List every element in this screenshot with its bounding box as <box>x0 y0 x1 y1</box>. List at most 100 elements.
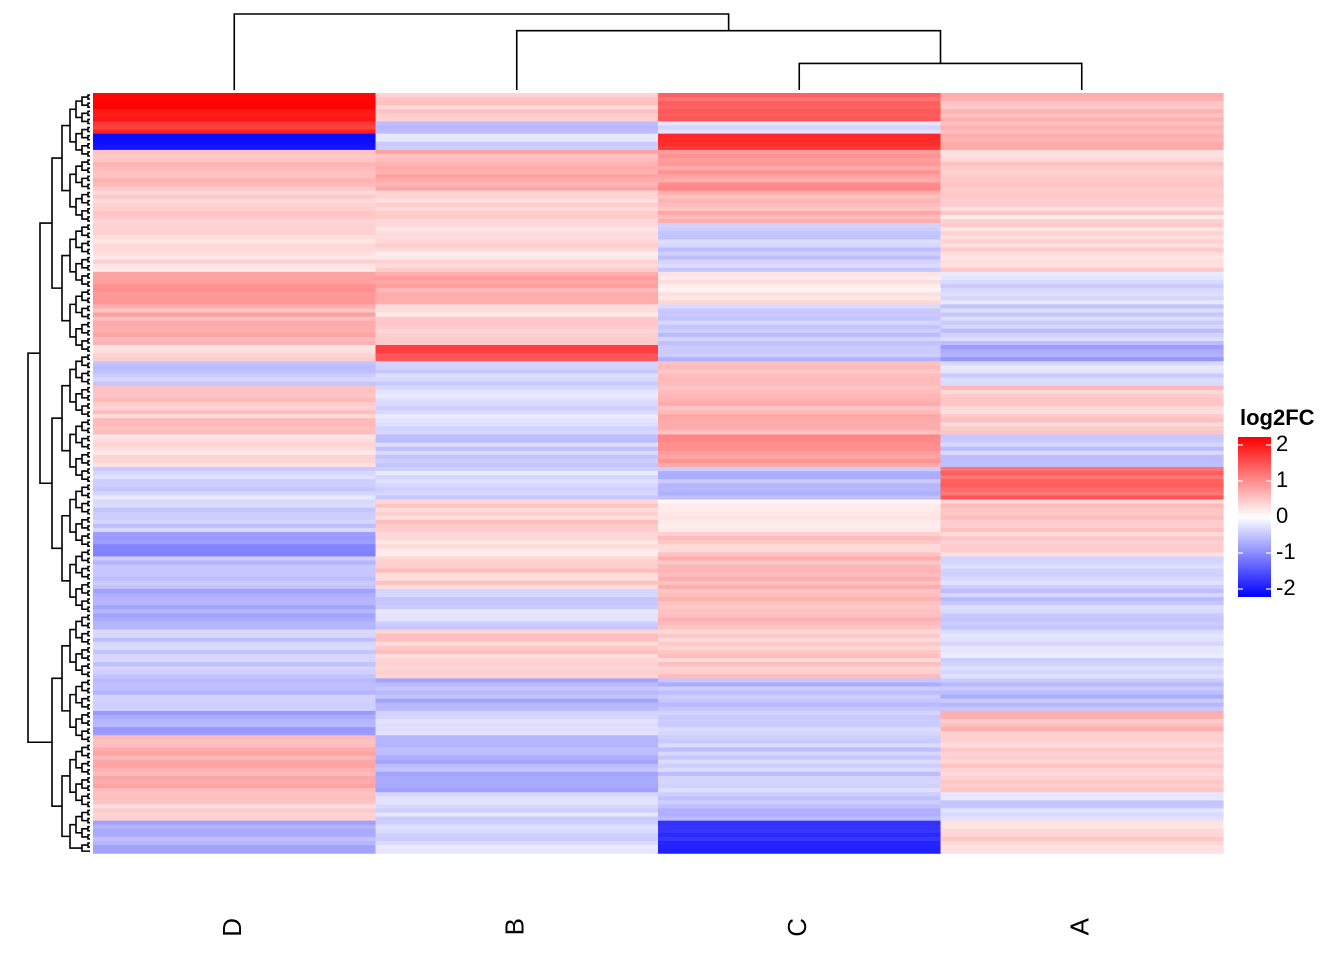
dendrogram-branch <box>87 175 90 182</box>
dendrogram-branch <box>75 523 82 541</box>
heatmap-cell <box>93 304 377 310</box>
heatmap-cell <box>375 836 659 842</box>
heatmap-cell <box>658 255 942 261</box>
heatmap-cell <box>93 345 377 350</box>
heatmap-cell <box>940 162 1224 167</box>
heatmap-cell <box>658 702 942 708</box>
heatmap-cell <box>93 540 377 545</box>
heatmap-cell <box>375 532 659 537</box>
heatmap-cell <box>940 153 1224 159</box>
heatmap-cell <box>375 796 659 801</box>
heatmap-cell <box>658 101 942 106</box>
heatmap-cell <box>93 633 377 639</box>
dendrogram-branch <box>81 584 88 594</box>
heatmap-cell <box>658 605 942 610</box>
heatmap-cell <box>93 686 377 692</box>
heatmap-cell <box>940 223 1224 228</box>
heatmap-cell <box>658 332 942 338</box>
heatmap-cell <box>93 206 377 212</box>
heatmap-cell <box>658 418 942 423</box>
heatmap-cell <box>658 251 942 257</box>
dendrogram-branch <box>75 165 82 184</box>
heatmap-cell <box>940 771 1224 777</box>
heatmap-cell <box>93 353 377 358</box>
heatmap-cell <box>940 97 1224 102</box>
heatmap-cell <box>93 784 377 789</box>
dendrogram-branch <box>81 258 88 269</box>
dendrogram-branch <box>75 685 82 704</box>
dendrogram-branch <box>87 720 90 726</box>
heatmap-cell <box>658 369 942 375</box>
heatmap-cell <box>658 170 942 175</box>
heatmap-cell <box>375 426 659 431</box>
dendrogram-branch <box>81 112 88 123</box>
heatmap-cell <box>658 210 942 216</box>
heatmap-cell <box>658 227 942 232</box>
heatmap-cell <box>658 751 942 757</box>
heatmap-cell <box>375 617 659 623</box>
heatmap-cell <box>658 568 942 574</box>
heatmap-cell <box>375 845 659 850</box>
heatmap-cell <box>658 426 942 431</box>
dendrogram-branch <box>61 514 70 582</box>
heatmap-cell <box>940 633 1224 639</box>
heatmap-cell <box>375 828 659 834</box>
dendrogram-branch <box>87 435 90 442</box>
dendrogram-branch <box>87 614 90 621</box>
dendrogram-branch <box>75 620 82 639</box>
heatmap-cell <box>375 389 659 395</box>
heatmap-cell <box>940 373 1224 379</box>
heatmap-cell <box>658 548 942 553</box>
heatmap-cell <box>93 609 377 614</box>
heatmap-cell <box>375 377 659 383</box>
dendrogram-branch <box>61 645 70 712</box>
dendrogram-branch <box>81 388 88 399</box>
dendrogram-branch <box>81 486 88 497</box>
heatmap-cell <box>658 414 942 419</box>
heatmap-cell <box>93 243 377 249</box>
heatmap-cell <box>658 202 942 208</box>
heatmap-cell <box>375 178 659 184</box>
heatmap-cell <box>93 832 377 838</box>
heatmap-cell <box>375 511 659 517</box>
legend-tick-label: 2 <box>1276 431 1288 456</box>
heatmap-cell <box>375 361 659 366</box>
heatmap-cell <box>93 340 377 346</box>
dendrogram-branch <box>81 811 88 822</box>
heatmap-cell <box>93 767 377 773</box>
heatmap-cell <box>375 267 659 273</box>
heatmap-cell <box>375 649 659 655</box>
heatmap-cell <box>93 393 377 399</box>
dendrogram-branch <box>81 779 88 789</box>
heatmap-cell <box>375 170 659 175</box>
heatmap-cell <box>375 568 659 574</box>
heatmap-cell <box>940 247 1224 253</box>
heatmap-cell <box>93 625 377 631</box>
heatmap-cell <box>658 515 942 521</box>
heatmap-cell <box>658 719 942 724</box>
heatmap-cell <box>375 300 659 305</box>
heatmap-cell <box>658 361 942 366</box>
dendrogram-branch <box>87 549 90 556</box>
heatmap-cell <box>375 454 659 460</box>
heatmap-cell <box>940 231 1224 236</box>
heatmap-cell <box>940 649 1224 655</box>
heatmap-cell <box>940 336 1224 342</box>
heatmap-cell <box>658 649 942 655</box>
dendrogram-branch <box>81 746 88 757</box>
heatmap-cell <box>658 560 942 566</box>
dendrogram-branch <box>87 533 90 539</box>
dendrogram-branch <box>87 208 90 214</box>
heatmap-cell <box>940 93 1224 98</box>
heatmap-cell <box>93 466 377 472</box>
heatmap-cell <box>93 223 377 228</box>
heatmap-cell <box>375 804 659 810</box>
dendrogram-branch <box>87 606 90 613</box>
heatmap-cell <box>93 702 377 708</box>
dendrogram-branch <box>75 100 82 119</box>
heatmap-cell <box>375 694 659 700</box>
heatmap-cell <box>93 597 377 602</box>
heatmap-cell <box>940 625 1224 631</box>
heatmap-cell <box>940 763 1224 769</box>
heatmap-cell <box>375 678 659 684</box>
